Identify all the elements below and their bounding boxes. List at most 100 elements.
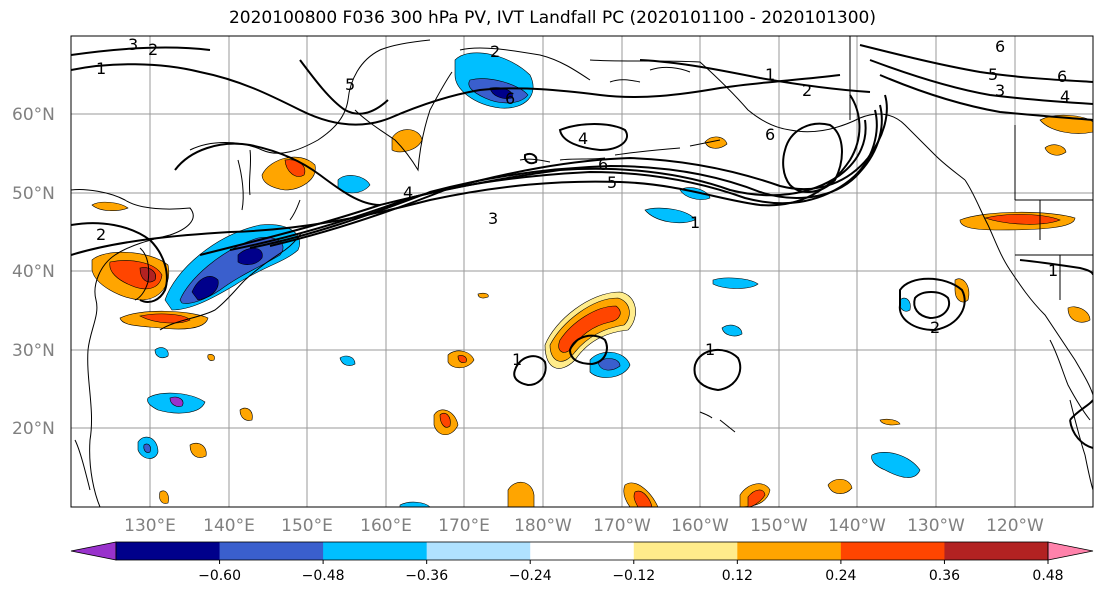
coast-north-america [964,179,1093,396]
contour-label: 1 [1048,261,1058,280]
lon-label: 150°E [281,516,333,536]
coast-islands [609,66,691,83]
coast-korea [134,247,150,301]
contour-loop-1-east [693,349,742,392]
contour-4-west [174,142,381,206]
colorbar-swatch [840,542,945,560]
coast-mexico [1069,399,1093,491]
contour-label: 1 [690,213,700,232]
shade-japan-negative-deep [191,276,219,301]
contour-small-2 [558,123,628,152]
contour-loop-2-ne-inner [913,291,950,320]
contour-1-north [71,46,871,93]
colorbar-tick-label: 0.48 [1032,568,1063,584]
contour-2-north [71,63,841,126]
colorbar-tick-label: 0.36 [929,568,960,584]
coast-baja [1049,339,1091,421]
colorbar-labels: −0.60 −0.48 −0.36 −0.24 −0.12 0.12 0.24 0.36 0.4… [198,560,1064,584]
contour-label: 1 [96,59,106,78]
contour-gulf-alaska [859,44,1093,83]
contour-label: 4 [1060,87,1070,106]
contour-label: 2 [148,40,158,59]
colorbar-swatch [116,542,221,560]
coast-alaska [589,59,966,181]
contour-se-loop [1069,399,1093,449]
contour-label: 2 [930,318,940,337]
contour-label: 5 [988,65,998,84]
map-border [70,35,1094,508]
coast-hawaii [699,411,736,433]
contour-5-jet [229,109,878,251]
colorbar-tick-label: 0.24 [825,568,856,584]
longitude-labels: 130°E 140°E 150°E 160°E 170°E 180°W 170°… [124,516,1044,536]
lon-label: 140°E [203,516,255,536]
coast-kamchatka [354,71,453,172]
coast-asia-mainland [71,189,194,507]
contour-label: 1 [765,65,775,84]
latitude-labels: 60°N 50°N 40°N 30°N 20°N [12,105,55,439]
lon-label: 120°W [986,516,1044,536]
contour-label: 2 [490,42,500,61]
coast-japan [159,199,303,331]
contour-label: 3 [995,81,1005,100]
contour-labels: 1 2 3 2 5 2 6 4 6 5 4 3 1 2 6 6 6 5 3 4 … [96,35,1070,369]
contour-label: 5 [607,173,617,192]
contour-7 [269,94,888,247]
lat-label: 60°N [12,105,55,125]
colorbar-tick-label: −0.36 [405,568,448,584]
contour-label: 6 [765,125,775,144]
contour-label: 4 [403,183,413,202]
contour-label: 6 [995,37,1005,56]
contour-6-jet [249,104,883,249]
contour-4-jet [199,119,867,256]
lon-label: 130°E [124,516,176,536]
contour-loop-30n [568,334,608,366]
contour-label: 1 [705,340,715,359]
contour-label: 2 [802,81,812,100]
lon-label: 160°E [360,516,412,536]
colorbar-extend-min [70,541,117,561]
contour-gulf-alaska-3 [879,74,1093,121]
contour-loop-aleutian [782,122,843,193]
contour-label: 2 [96,225,106,244]
lon-label: 180°W [514,516,572,536]
coast-aleutians [519,139,721,163]
colorbar-swatch [633,542,738,560]
colorbar-swatch [944,542,1049,560]
contour-label: 1 [512,350,522,369]
colorbar [70,541,1094,561]
contour-label: 6 [598,155,608,174]
map-title: 2020100800 F036 300 hPa PV, IVT Landfall… [228,8,876,28]
colorbar-tick-label: −0.24 [509,568,552,584]
lat-label: 40°N [12,262,55,282]
colorbar-tick-label: −0.48 [302,568,345,584]
coastlines [71,36,1093,507]
colorbar-swatch [426,542,531,560]
colorbar-tick-label: −0.60 [198,568,241,584]
colorbar-swatch [737,542,842,560]
colorbar-tick-label: −0.12 [612,568,655,584]
pv-anomaly-shading [91,52,1093,507]
contour-label: 5 [345,75,355,94]
contour-label: 6 [1057,67,1067,86]
lon-label: 170°W [593,516,651,536]
colorbar-swatch [323,542,428,560]
colorbar-swatch [530,542,635,560]
lon-label: 160°W [671,516,729,536]
coast-philippines [74,439,91,491]
lat-label: 20°N [12,419,55,439]
colorbar-tick-label: 0.12 [722,568,753,584]
lon-label: 130°W [907,516,965,536]
contour-loop-2-ne [898,277,966,332]
contour-2-west [71,222,168,303]
coast-alaska-north [849,36,1093,300]
contour-label: 6 [505,89,515,108]
colorbar-extend-max [1047,541,1094,561]
contour-gulf-alaska-2 [869,59,1093,105]
colorbar-swatch [219,542,324,560]
contour-label: 3 [488,209,498,228]
contour-1-west-coast [1019,259,1093,276]
contour-small-1 [523,152,538,165]
contour-loop-1-cp [513,355,547,387]
